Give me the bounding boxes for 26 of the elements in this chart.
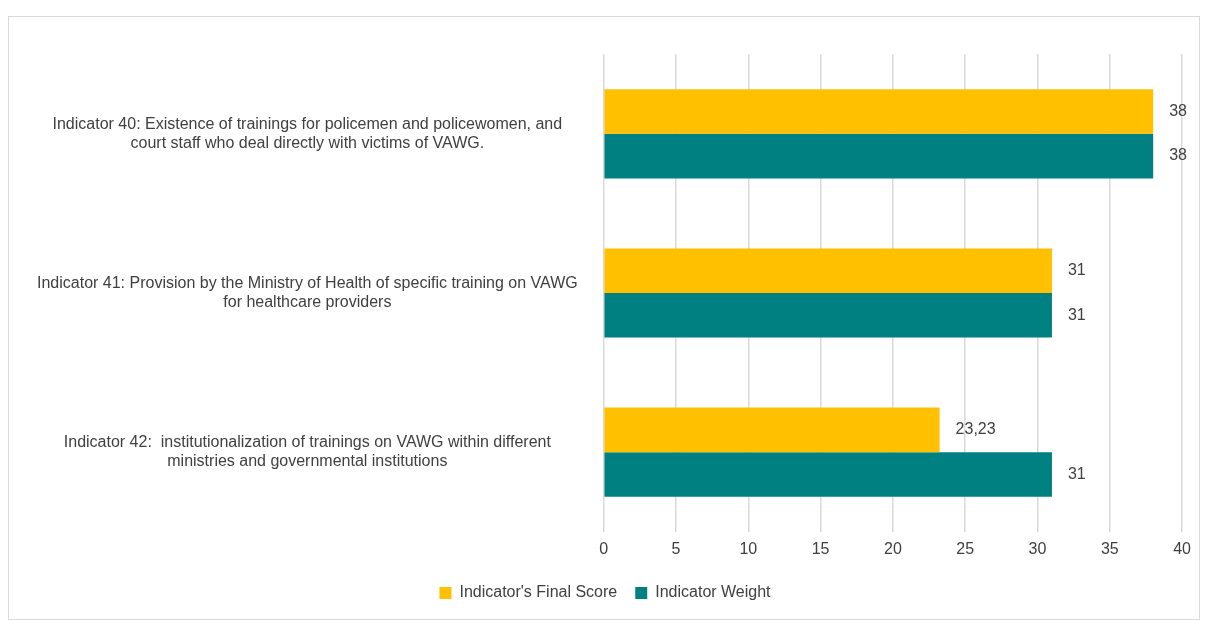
data-label: 38 — [1169, 101, 1188, 119]
data-label: 31 — [1067, 305, 1086, 323]
y-tick-label: Indicator 41: Provision by the Ministry of Health of specific training on VAWG for healthcare providers — [37, 273, 578, 311]
y-tick-label: Indicator 40: Existence of trainings for policemen and policewomen, and court staff who deal directly with victims of VAWG. — [52, 114, 563, 151]
legend-label: Indicator Weight — [655, 583, 772, 601]
bar — [604, 89, 1154, 134]
x-tick-label: 40 — [1173, 539, 1192, 557]
x-tick-label: 35 — [1100, 539, 1119, 557]
bar — [604, 407, 940, 453]
x-tick-label: 5 — [671, 539, 681, 557]
x-tick-label: 10 — [739, 539, 758, 557]
x-tick-label: 30 — [1028, 539, 1047, 557]
data-label: 23,23 — [955, 420, 996, 438]
x-tick-label: 20 — [883, 539, 902, 557]
x-tick-label: 25 — [956, 539, 975, 557]
bar — [604, 452, 1052, 497]
data-label: 31 — [1067, 261, 1086, 279]
y-tick-label: Indicator 42: institutionalization of trainings on VAWG within different ministries and governmental institutions — [63, 433, 552, 470]
data-label: 31 — [1067, 464, 1086, 482]
bar — [604, 293, 1052, 338]
data-label: 38 — [1169, 146, 1188, 164]
x-tick-label: 15 — [811, 539, 830, 557]
legend-label: Indicator's Final Score — [459, 583, 618, 601]
bar — [604, 133, 1154, 179]
x-tick-label: 0 — [599, 539, 609, 557]
bar — [604, 248, 1052, 293]
